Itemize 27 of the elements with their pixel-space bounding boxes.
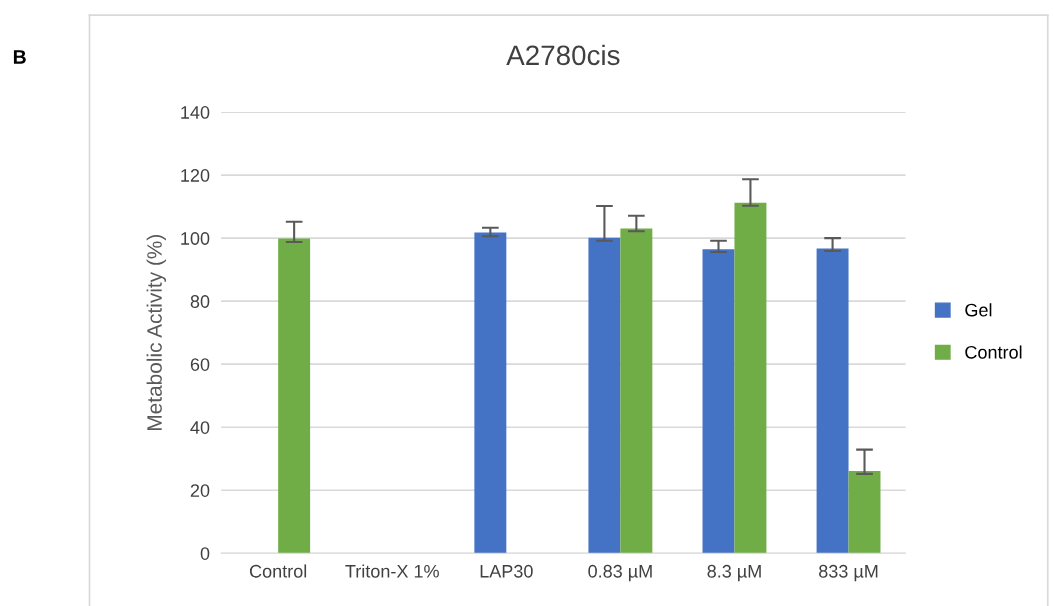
bar: [620, 228, 653, 554]
legend-label: Gel: [965, 303, 992, 317]
y-axis-title: Metabolic Activity (%): [146, 235, 167, 430]
y-tick-label: 0: [200, 547, 210, 560]
bar: [702, 249, 735, 554]
x-tick-label: 8.3 µM: [707, 564, 761, 582]
x-tick-label: 0.83 µM: [588, 564, 652, 582]
bar: [278, 238, 311, 554]
bar: [734, 202, 767, 554]
bar: [848, 471, 881, 554]
y-tick-label: 100: [181, 232, 210, 245]
text: B: [13, 50, 26, 64]
x-tick-label: LAP30: [480, 564, 533, 578]
x-tick-label: 833 µM: [819, 564, 878, 582]
bar: [816, 248, 849, 554]
x-tick-label: Control: [249, 564, 307, 578]
bar: [588, 237, 621, 554]
legend-label: Control: [965, 345, 1022, 359]
y-tick-label: 40: [190, 421, 210, 434]
bar: [474, 232, 507, 554]
y-tick-label: 80: [190, 295, 210, 308]
chart-title: A2780cis: [506, 44, 620, 66]
y-tick-label: 140: [181, 106, 210, 119]
x-tick-label: Triton-X 1%: [345, 564, 439, 578]
y-tick-label: 20: [190, 484, 210, 497]
y-tick-label: 60: [190, 358, 210, 371]
y-tick-label: 120: [181, 169, 210, 182]
